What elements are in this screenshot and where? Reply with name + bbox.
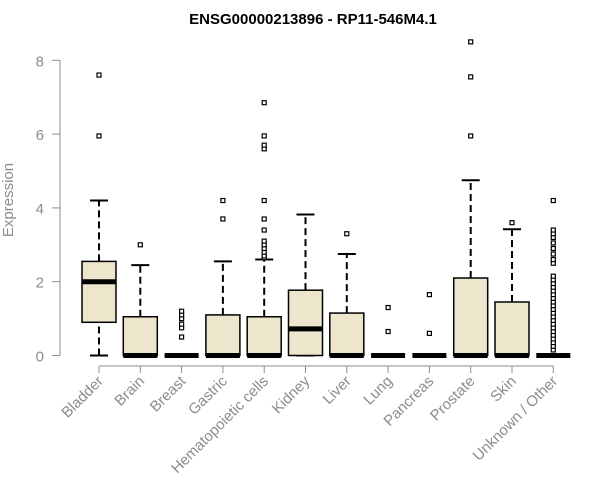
outlier-point bbox=[220, 197, 226, 204]
box-pancreas bbox=[412, 292, 447, 358]
x-tick-label: Kidney bbox=[269, 372, 314, 417]
outlier-point bbox=[385, 328, 391, 335]
outlier-point bbox=[550, 245, 556, 252]
box-breast bbox=[164, 308, 199, 358]
outlier-point bbox=[468, 74, 474, 80]
y-tick-label: 8 bbox=[36, 53, 44, 70]
x-tick-label: Liver bbox=[320, 373, 355, 408]
box-liver bbox=[329, 231, 365, 358]
box-lung bbox=[371, 304, 406, 358]
outlier-point bbox=[509, 220, 515, 226]
box-unknown-other bbox=[536, 197, 571, 358]
box-iqr bbox=[122, 316, 159, 357]
box-kidney bbox=[287, 213, 324, 357]
outlier-point bbox=[385, 304, 391, 311]
x-tick-label: Prostate bbox=[427, 373, 479, 425]
outlier-point bbox=[468, 39, 474, 45]
outlier-point bbox=[550, 227, 556, 233]
outlier-point bbox=[550, 273, 556, 279]
outlier-point bbox=[179, 308, 185, 314]
outlier-point bbox=[261, 133, 267, 139]
outlier-point bbox=[261, 216, 267, 222]
y-tick-label: 0 bbox=[36, 349, 44, 366]
outlier-point bbox=[261, 197, 267, 204]
box-iqr bbox=[494, 301, 530, 357]
outlier-point bbox=[261, 142, 267, 148]
outlier-point bbox=[550, 256, 556, 263]
outlier-point bbox=[550, 197, 556, 204]
x-tick-label: Breast bbox=[147, 372, 190, 415]
outlier-point bbox=[550, 240, 556, 246]
outlier-point bbox=[179, 334, 185, 340]
x-tick-label: Bladder bbox=[58, 373, 107, 422]
box-iqr bbox=[452, 277, 489, 357]
y-tick-label: 4 bbox=[36, 201, 44, 218]
box-gastric bbox=[205, 197, 241, 358]
outlier-point bbox=[550, 251, 556, 257]
y-axis-label: Expression bbox=[0, 163, 17, 237]
boxes-group bbox=[81, 39, 571, 358]
y-axis: 0 2 4 6 8 bbox=[36, 53, 61, 366]
box-iqr bbox=[205, 314, 241, 357]
outlier-point bbox=[137, 242, 143, 248]
chart-title: ENSG00000213896 - RP11-546M4.1 bbox=[189, 11, 437, 28]
box-bladder bbox=[81, 72, 117, 357]
outlier-point bbox=[261, 100, 267, 106]
y-tick-label: 2 bbox=[36, 275, 44, 292]
x-tick-label: Lung bbox=[360, 373, 396, 409]
box-iqr bbox=[246, 316, 282, 357]
box-prostate bbox=[452, 39, 489, 358]
outlier-point bbox=[179, 321, 185, 327]
y-tick-label: 6 bbox=[36, 127, 44, 144]
outlier-point bbox=[426, 292, 432, 298]
outlier-point bbox=[261, 227, 267, 233]
box-iqr bbox=[287, 289, 324, 357]
x-tick-label: Brain bbox=[111, 373, 148, 410]
outlier-point bbox=[344, 231, 350, 237]
outlier-point bbox=[468, 133, 474, 139]
box-iqr bbox=[329, 312, 365, 357]
outlier-point bbox=[220, 216, 226, 222]
outlier-point bbox=[96, 72, 102, 78]
outlier-point bbox=[261, 238, 267, 244]
outlier-point bbox=[426, 330, 432, 336]
box-hematopoietic-cells bbox=[246, 100, 282, 358]
box-brain bbox=[122, 242, 159, 358]
x-tick-label: Skin bbox=[487, 373, 520, 406]
box-skin bbox=[494, 220, 530, 358]
box-iqr bbox=[81, 260, 117, 324]
outlier-point bbox=[96, 133, 102, 139]
